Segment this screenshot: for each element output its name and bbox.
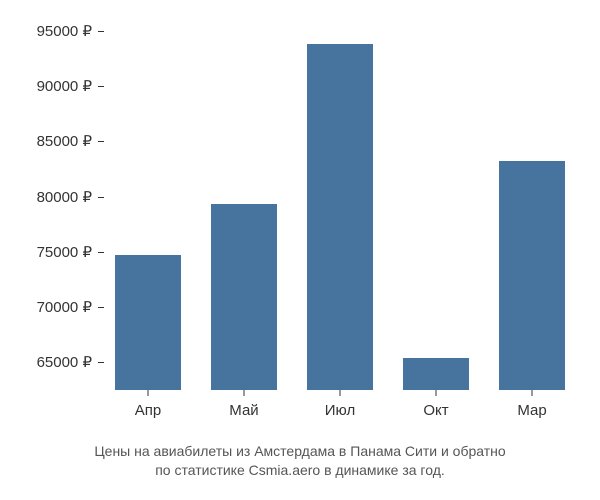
bar [307,44,372,390]
x-tick-label: Мар [517,402,546,419]
y-tick-label: 65000 ₽ [37,353,92,371]
y-tick-label: 70000 ₽ [37,298,92,316]
x-tick-mark [436,390,437,396]
x-tick-mark [148,390,149,396]
x-tick-label: Май [229,402,258,419]
caption-line-1: Цены на авиабилеты из Амстердама в Панам… [94,443,505,459]
x-tick-mark [532,390,533,396]
y-tick-label: 75000 ₽ [37,243,92,261]
price-bar-chart: 65000 ₽ 70000 ₽ 75000 ₽ 80000 ₽ 85000 ₽ 90000… [0,10,600,440]
x-axis: Апр Май Июл Окт Мар [100,390,580,430]
y-tick-mark [98,86,104,87]
x-tick-label: Окт [423,402,448,419]
bar [499,161,564,390]
y-tick-mark [98,141,104,142]
y-tick-mark [98,31,104,32]
chart-caption: Цены на авиабилеты из Амстердама в Панам… [0,442,600,480]
bar [403,358,468,390]
caption-line-2: по статистике Csmia.aero в динамике за г… [155,462,445,478]
y-tick-mark [98,362,104,363]
y-tick-label: 95000 ₽ [37,22,92,40]
x-tick-mark [340,390,341,396]
y-axis: 65000 ₽ 70000 ₽ 75000 ₽ 80000 ₽ 85000 ₽ 90000… [0,20,100,390]
y-tick-label: 85000 ₽ [37,132,92,150]
y-tick-mark [98,252,104,253]
y-tick-label: 90000 ₽ [37,77,92,95]
bar [115,255,180,390]
x-tick-label: Апр [135,402,161,419]
y-tick-label: 80000 ₽ [37,188,92,206]
bar [211,204,276,390]
y-tick-mark [98,197,104,198]
plot-area [100,20,580,390]
y-tick-mark [98,307,104,308]
x-tick-mark [244,390,245,396]
x-tick-label: Июл [325,402,355,419]
